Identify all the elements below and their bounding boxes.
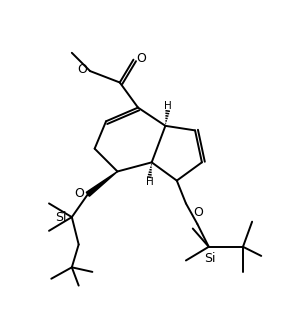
Text: O: O	[136, 52, 146, 65]
Text: O: O	[75, 187, 84, 200]
Text: Si: Si	[55, 211, 66, 224]
Text: H: H	[146, 177, 153, 187]
Text: O: O	[78, 64, 87, 76]
Text: H: H	[164, 101, 172, 111]
Text: O: O	[194, 206, 203, 219]
Polygon shape	[86, 171, 118, 196]
Text: Si: Si	[204, 252, 216, 265]
